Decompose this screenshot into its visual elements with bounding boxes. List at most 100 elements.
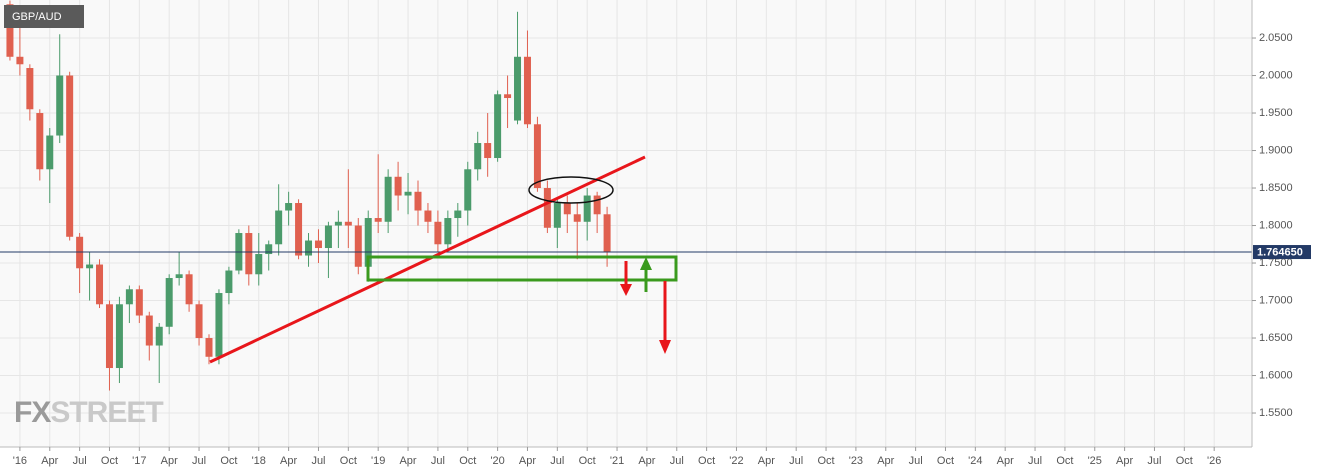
candle-body <box>334 221 342 226</box>
candle-body <box>305 240 313 256</box>
candle-body <box>514 56 522 121</box>
candle-body <box>583 195 591 222</box>
x-tick-label: '24 <box>968 455 982 467</box>
watermark: FXSTREET <box>14 396 163 429</box>
x-tick-label: '22 <box>729 455 743 467</box>
candle-body <box>314 240 322 249</box>
title-box <box>4 5 84 28</box>
candle-body <box>484 143 492 159</box>
candle-body <box>125 289 133 305</box>
y-tick-label: 1.6000 <box>1259 369 1293 381</box>
candle-body <box>185 274 193 305</box>
candle-body <box>404 191 412 196</box>
grid <box>0 0 1252 447</box>
candle-body <box>56 75 64 136</box>
x-tick-label: Apr <box>997 455 1014 467</box>
axis-background <box>0 447 1252 473</box>
x-tick-label: Jul <box>1147 455 1161 467</box>
candles <box>0 0 1252 391</box>
y-tick-label: 1.5500 <box>1259 407 1293 419</box>
candle-body <box>175 274 183 279</box>
x-tick-label: Jul <box>431 455 445 467</box>
x-tick-label: '23 <box>849 455 863 467</box>
candle-body <box>603 214 611 253</box>
y-tick-label: 1.8500 <box>1259 182 1293 194</box>
candle-body <box>295 203 303 256</box>
support-zone <box>366 255 678 282</box>
x-tick-label: '17 <box>132 455 146 467</box>
candle-body <box>543 188 551 228</box>
candle-body <box>364 218 372 267</box>
x-tick-label: Apr <box>519 455 536 467</box>
candle-body <box>434 221 442 245</box>
candle-body <box>225 270 233 294</box>
candle-body <box>16 56 24 65</box>
current-price-box <box>1253 245 1311 260</box>
x-tick-label: Oct <box>1176 455 1193 467</box>
candle-body <box>195 304 203 339</box>
x-tick-label: Apr <box>399 455 416 467</box>
x-tick-label: Jul <box>550 455 564 467</box>
axis-background <box>1252 0 1323 473</box>
highlight-ellipse <box>528 176 614 204</box>
candle-body <box>553 203 561 228</box>
current-price-label: 1.764650 <box>1257 246 1303 258</box>
candle-body <box>46 135 54 170</box>
candle-body <box>324 225 332 249</box>
candle-body <box>354 225 362 267</box>
y-tick-label: 1.6500 <box>1259 332 1293 344</box>
x-tick-label: Apr <box>161 455 178 467</box>
chart-title: GBP/AUD <box>12 11 62 23</box>
candle-body <box>474 143 482 170</box>
candle-body <box>523 56 531 125</box>
candle-body <box>344 221 352 226</box>
candle-body <box>374 218 382 222</box>
x-tick-label: Oct <box>340 455 357 467</box>
candle-body <box>504 94 512 99</box>
x-tick-label: Apr <box>280 455 297 467</box>
x-tick-label: Apr <box>638 455 655 467</box>
candle-body <box>26 68 34 110</box>
candle-body <box>86 264 94 269</box>
candle-body <box>414 191 422 211</box>
candle-body <box>6 4 14 57</box>
x-tick-label: Oct <box>459 455 476 467</box>
candle-body <box>494 94 502 159</box>
arrow <box>620 261 632 296</box>
candle-body <box>96 264 104 305</box>
x-tick-label: Apr <box>1116 455 1133 467</box>
x-tick-label: '26 <box>1207 455 1221 467</box>
candle-body <box>573 214 581 222</box>
candle-body <box>563 203 571 215</box>
y-tick-label: 1.8000 <box>1259 219 1293 231</box>
x-tick-label: Oct <box>101 455 118 467</box>
y-tick-label: 1.7000 <box>1259 294 1293 306</box>
x-tick-label: '19 <box>371 455 385 467</box>
candle-body <box>66 75 74 237</box>
candle-body <box>205 338 213 357</box>
x-tick-label: Jul <box>311 455 325 467</box>
candle-body <box>265 244 273 255</box>
arrow <box>640 257 652 292</box>
annotations <box>209 155 678 364</box>
x-tick-label: Oct <box>937 455 954 467</box>
candle-body <box>454 210 462 219</box>
x-tick-label: Jul <box>1028 455 1042 467</box>
x-tick-label: Jul <box>192 455 206 467</box>
x-tick-label: Apr <box>41 455 58 467</box>
x-tick-label: Oct <box>817 455 834 467</box>
x-tick-label: Oct <box>579 455 596 467</box>
candle-body <box>215 293 223 357</box>
candle-body <box>165 278 173 327</box>
x-tick-label: Oct <box>698 455 715 467</box>
candle-body <box>145 315 153 346</box>
candle-body <box>593 195 601 215</box>
candle-body <box>245 233 253 275</box>
candle-body <box>135 289 143 316</box>
y-tick-label: 1.9000 <box>1259 144 1293 156</box>
y-tick-label: 1.7500 <box>1259 257 1293 269</box>
x-tick-label: Jul <box>909 455 923 467</box>
candle-body <box>36 113 44 170</box>
candle-body <box>155 326 163 346</box>
watermark-part: STREET <box>50 396 163 429</box>
